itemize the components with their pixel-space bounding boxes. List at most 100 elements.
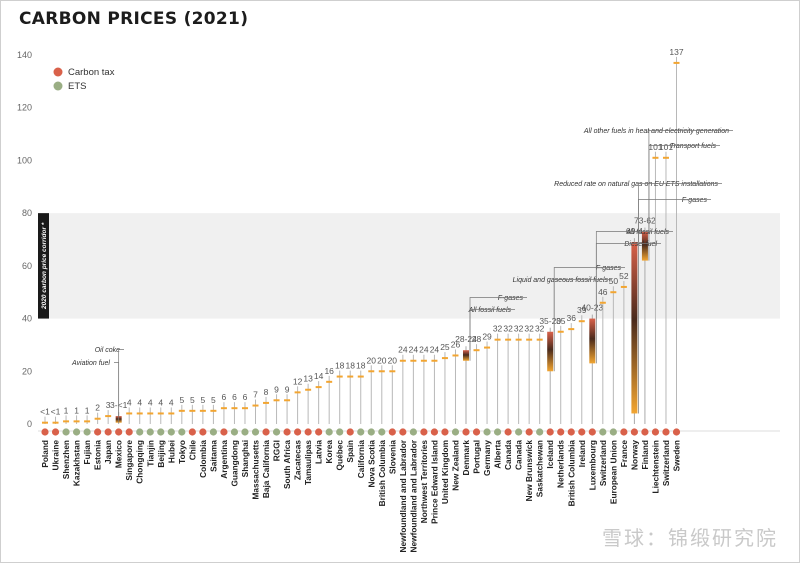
- category-label: Baja California: [261, 440, 271, 498]
- price-marker: [473, 349, 480, 352]
- category-label: Ireland: [577, 440, 587, 467]
- value-label: 18: [335, 361, 345, 371]
- price-marker: [63, 420, 70, 423]
- category-dot-ets: [251, 428, 260, 436]
- value-label: 35: [556, 316, 566, 326]
- annotation-label: Transport fuels: [670, 143, 717, 150]
- category-label: Canada: [503, 440, 513, 470]
- category-label: Tamaulipas: [303, 440, 313, 485]
- price-marker: [505, 338, 512, 341]
- value-label: 29: [482, 332, 492, 342]
- y-tick-label: 20: [22, 366, 32, 376]
- annotation-leader-line: [595, 243, 661, 364]
- category-dot-tax: [41, 428, 49, 436]
- y-tick-label: 80: [22, 208, 32, 218]
- value-label: 3: [106, 400, 111, 410]
- price-marker: [536, 338, 543, 341]
- category-label: Massachusetts: [251, 440, 261, 500]
- category-label: Shanghai: [240, 440, 250, 477]
- category-label: Luxembourg: [587, 440, 597, 490]
- category-label: Japan: [103, 440, 113, 464]
- value-label: 69-4: [626, 226, 643, 236]
- price-marker: [231, 407, 238, 410]
- value-label: 32: [535, 324, 545, 334]
- value-label: 1: [85, 405, 90, 415]
- value-label: 32: [514, 324, 524, 334]
- value-label: 20: [388, 355, 398, 365]
- category-dot-tax: [388, 428, 396, 436]
- category-label: Québec: [335, 440, 345, 471]
- price-marker: [515, 338, 522, 341]
- category-dot-tax: [220, 428, 228, 436]
- category-dot-tax: [662, 428, 670, 436]
- category-label: South Africa: [282, 440, 292, 489]
- legend-marker-ets: [53, 81, 63, 91]
- category-dot-tax: [420, 428, 428, 436]
- price-marker: [557, 330, 564, 333]
- value-label: 6: [232, 392, 237, 402]
- value-label: 5: [190, 395, 195, 405]
- value-label: 4: [169, 397, 174, 407]
- price-marker: [662, 156, 669, 159]
- category-label: Portugal: [472, 440, 482, 474]
- annotation-label: All fossil fuels: [468, 307, 512, 314]
- category-label: Switzerland: [598, 440, 608, 486]
- value-label: 26: [451, 339, 461, 349]
- value-label: 12: [293, 376, 303, 386]
- category-dot-ets: [483, 428, 491, 436]
- category-label: RGGI: [272, 440, 282, 461]
- value-label: 32: [503, 324, 513, 334]
- annotation-leader-line: [648, 130, 733, 261]
- category-label: Tokyo: [177, 440, 187, 464]
- category-label: Saitama: [208, 440, 218, 472]
- value-label: 4: [158, 397, 163, 407]
- annotation-leader-line: [114, 362, 120, 423]
- category-label: Newfoundland and Labrador: [408, 439, 418, 552]
- value-label: 24: [419, 345, 429, 355]
- category-label: California: [356, 440, 366, 479]
- price-marker: [526, 338, 533, 341]
- value-label: 5: [211, 395, 216, 405]
- carbon-price-corridor-band: [38, 213, 780, 319]
- category-label: France: [619, 440, 629, 468]
- category-dot-tax: [294, 428, 302, 436]
- price-marker: [410, 359, 417, 362]
- price-marker: [347, 375, 354, 378]
- value-label: 9: [285, 384, 290, 394]
- value-label: 18: [345, 361, 355, 371]
- annotation-label: Oil coke: [95, 347, 120, 354]
- category-dot-ets: [515, 428, 523, 436]
- category-label: Kazakhstan: [72, 440, 82, 486]
- price-marker: [441, 357, 448, 360]
- price-marker: [610, 291, 617, 294]
- category-label: Newfoundland and Labrador: [398, 439, 408, 552]
- category-label: Beijing: [156, 440, 166, 468]
- value-label: 13: [303, 374, 313, 384]
- price-marker: [252, 404, 259, 407]
- value-label: 4: [127, 397, 132, 407]
- price-range-bar: [547, 331, 554, 372]
- annotation-label: Reduced rate on natural gas on EU ETS in…: [554, 181, 718, 188]
- y-tick-label: 100: [17, 155, 32, 165]
- annotation-label: All other fuels in heat and electricity …: [583, 128, 729, 135]
- category-label: European Union: [608, 440, 618, 504]
- category-dot-ets: [609, 428, 617, 436]
- category-dot-ets: [62, 428, 70, 436]
- category-dot-ets: [83, 428, 91, 436]
- price-marker: [284, 399, 291, 402]
- price-marker: [357, 375, 364, 378]
- value-label: 20: [367, 355, 377, 365]
- category-dot-ets: [72, 428, 81, 436]
- category-dot-tax: [557, 428, 565, 436]
- price-range-bar: [463, 350, 469, 361]
- value-label: 6: [243, 392, 248, 402]
- price-marker: [568, 328, 575, 331]
- category-dot-ets: [536, 428, 544, 436]
- category-dot-tax: [304, 428, 312, 436]
- value-label: 4: [137, 397, 142, 407]
- category-dot-tax: [188, 428, 196, 436]
- price-marker: [189, 409, 196, 412]
- category-label: Guangdong: [229, 440, 239, 487]
- category-dot-tax: [441, 428, 449, 436]
